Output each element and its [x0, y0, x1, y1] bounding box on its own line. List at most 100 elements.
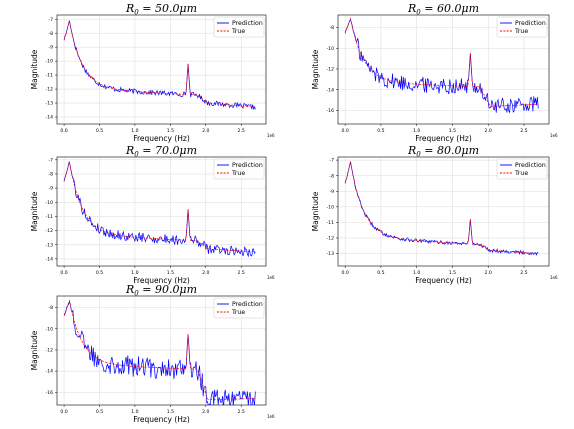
x-tick-label: 1.5: [449, 270, 456, 276]
subplot-1: 0.0 0.5 1.0 1.5 2.0 2.5 -7 -8 -9 -10 -11 -12 -13 -14 1…: [30, 2, 275, 143]
legend-box: [496, 16, 548, 38]
legend-label: Prediction: [232, 20, 263, 27]
x-tick-label: 1.0: [131, 128, 138, 134]
title-symbol: R: [125, 144, 134, 157]
series-prediction-line: [344, 19, 539, 114]
x-tick-label: 0.5: [96, 270, 103, 276]
y-tick-label: -10: [45, 200, 53, 206]
x-tick-label: 2.0: [202, 128, 209, 134]
x-tick-label: 0.5: [96, 409, 103, 415]
legend-label: Prediction: [515, 162, 546, 169]
x-tick-label: 0.0: [341, 128, 348, 134]
series-group: [63, 161, 256, 258]
plot-frame: [56, 14, 267, 125]
x-offset-label: 1e6: [267, 275, 275, 280]
legend-box: [213, 297, 265, 319]
x-tick-label: 1.5: [167, 270, 174, 276]
x-tick-label: 1.5: [167, 409, 174, 415]
title-symbol: R: [125, 283, 134, 296]
y-tick-label: -8: [48, 31, 53, 37]
x-tick-label: 0.0: [60, 409, 67, 415]
x-tick-label: 0.5: [96, 128, 103, 134]
y-axis-label: Magnitude: [30, 330, 39, 370]
subplot-5: 0.0 0.5 1.0 1.5 2.0 2.5 -8 -10 -12 -14 -16 1e6 Frequ…: [30, 283, 275, 424]
x-tick-label: 2.0: [485, 128, 492, 134]
series-true-line: [63, 161, 256, 253]
x-tick-label: 1.0: [413, 128, 420, 134]
y-tick-label: -7: [48, 17, 53, 23]
title-value: = 50.0μm: [139, 2, 197, 15]
series-prediction-line: [63, 20, 256, 111]
y-tick-label: -9: [48, 186, 53, 192]
chart-title: R0 = 70.0μm: [125, 144, 197, 159]
series-true-line: [344, 161, 539, 254]
title-symbol: R: [125, 2, 134, 15]
x-tick-label: 1.0: [131, 409, 138, 415]
y-tick-label: -13: [326, 251, 334, 257]
y-tick-label: -7: [329, 158, 334, 164]
y-tick-label: -9: [48, 45, 53, 51]
y-tick-label: -16: [45, 390, 53, 396]
x-tick-label: 1.0: [413, 270, 420, 276]
y-tick-label: -12: [45, 348, 53, 354]
x-tick-label: 2.5: [238, 409, 245, 415]
y-tick-label: -9: [329, 189, 334, 195]
x-tick-label: 0.0: [60, 270, 67, 276]
title-subscript: 0: [134, 9, 139, 17]
chart-title: R0 = 90.0μm: [125, 283, 197, 298]
chart-title: R0 = 50.0μm: [125, 2, 197, 17]
title-subscript: 0: [134, 290, 139, 298]
x-tick-label: 2.0: [202, 409, 209, 415]
legend-box: [213, 158, 265, 180]
x-axis-label: Frequency (Hz): [415, 134, 472, 143]
y-tick-label: -13: [45, 242, 53, 248]
x-tick-label: 0.5: [377, 128, 384, 134]
y-tick-label: -10: [45, 326, 53, 332]
title-subscript: 0: [134, 151, 139, 159]
series-true-line: [344, 17, 539, 107]
series-prediction-line: [63, 300, 256, 405]
subplot-3: 0.0 0.5 1.0 1.5 2.0 2.5 -7 -8 -9 -10 -11 -12 -13 -14 1…: [30, 144, 275, 285]
y-tick-label: -12: [326, 67, 334, 73]
x-tick-label: 1.0: [131, 270, 138, 276]
legend-label: True: [231, 28, 245, 35]
y-tick-label: -11: [45, 73, 53, 79]
y-tick-label: -11: [326, 220, 334, 226]
y-axis-label: Magnitude: [30, 191, 39, 231]
y-axis-label: Magnitude: [311, 49, 320, 89]
x-tick-label: 2.5: [238, 270, 245, 276]
y-tick-label: -10: [326, 204, 334, 210]
series-group: [63, 20, 256, 111]
subplot-4: 0.0 0.5 1.0 1.5 2.0 2.5 -7 -8 -9 -10 -11 -12 -13 1e6 F…: [311, 144, 558, 285]
title-value: = 80.0μm: [421, 144, 479, 157]
title-value: = 90.0μm: [139, 283, 197, 296]
y-tick-label: -8: [329, 173, 334, 179]
x-tick-label: 0.0: [341, 270, 348, 276]
x-tick-label: 2.5: [520, 128, 527, 134]
y-tick-label: -7: [48, 157, 53, 163]
title-subscript: 0: [416, 9, 421, 17]
plot-frame: [337, 156, 550, 267]
x-tick-label: 0.0: [60, 128, 67, 134]
y-tick-label: -16: [326, 108, 334, 114]
title-symbol: R: [407, 2, 416, 15]
series-true-line: [63, 20, 256, 108]
plot-frame: [56, 295, 267, 406]
title-symbol: R: [407, 144, 416, 157]
title-value: = 70.0μm: [139, 144, 197, 157]
x-axis-label: Frequency (Hz): [133, 276, 190, 285]
series-prediction-line: [63, 161, 256, 258]
x-tick-label: 1.5: [167, 128, 174, 134]
y-tick-label: -14: [45, 369, 53, 375]
x-tick-label: 1.5: [449, 128, 456, 134]
series-group: [344, 17, 539, 114]
legend-label: Prediction: [232, 162, 263, 169]
x-axis-label: Frequency (Hz): [415, 276, 472, 285]
y-tick-label: -14: [45, 115, 53, 121]
series-true-line: [63, 299, 256, 401]
legend-label: True: [514, 170, 528, 177]
